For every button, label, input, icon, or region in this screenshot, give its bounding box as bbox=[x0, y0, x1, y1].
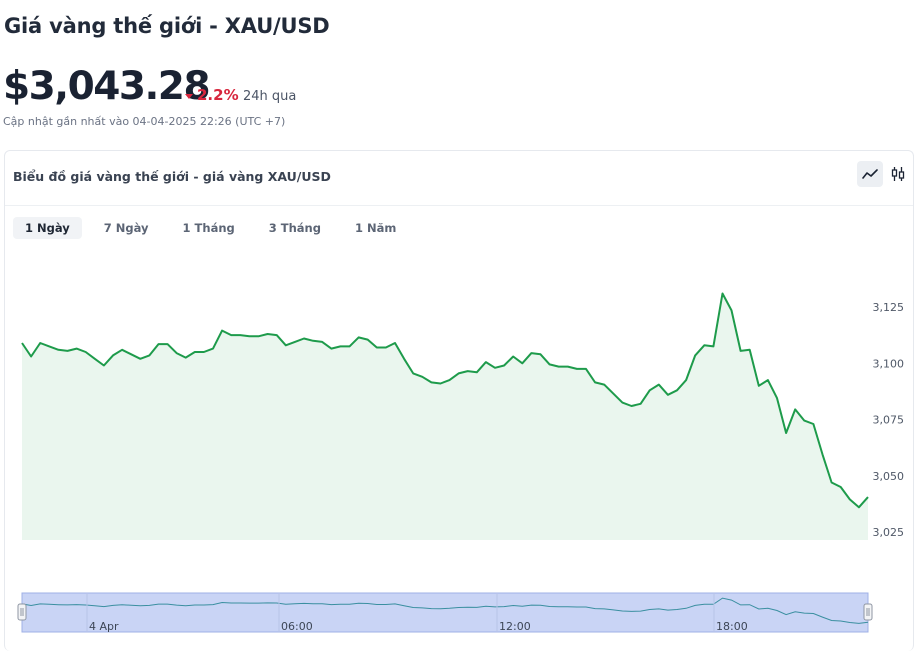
chart-card-title: Biểu đồ giá vàng thế giới - giá vàng XAU… bbox=[13, 169, 331, 184]
y-tick-label: 3,125 bbox=[873, 301, 905, 314]
tab-3-months[interactable]: 3 Tháng bbox=[268, 221, 321, 235]
page-title: Giá vàng thế giới - XAU/USD bbox=[4, 14, 330, 38]
view-toggle-group bbox=[857, 161, 911, 187]
x-tick-label: 4 Apr bbox=[89, 620, 119, 633]
price-change-value: 2.2% bbox=[197, 86, 239, 104]
x-tick-label: 06:00 bbox=[281, 620, 313, 633]
card-divider bbox=[5, 205, 913, 206]
current-price: $3,043.28 bbox=[3, 64, 211, 109]
y-tick-label: 3,050 bbox=[873, 470, 905, 483]
line-chart-icon bbox=[862, 169, 878, 179]
line-view-button[interactable] bbox=[857, 161, 883, 187]
change-period: 24h qua bbox=[243, 89, 297, 104]
y-tick-label: 3,075 bbox=[873, 414, 905, 427]
x-tick-label: 12:00 bbox=[499, 620, 531, 633]
tab-1-month[interactable]: 1 Tháng bbox=[182, 221, 235, 235]
tab-1-day[interactable]: 1 Ngày bbox=[13, 217, 82, 239]
navigator-line bbox=[21, 597, 869, 624]
navigator-right-handle[interactable] bbox=[863, 603, 873, 621]
range-tabs: 1 Ngày 7 Ngày 1 Tháng 3 Tháng 1 Năm bbox=[13, 217, 408, 239]
caret-down-icon bbox=[185, 93, 193, 99]
y-tick-label: 3,025 bbox=[873, 526, 905, 539]
price-change: 2.2% bbox=[185, 86, 239, 104]
last-updated: Cập nhật gần nhất vào 04-04-2025 22:26 (… bbox=[3, 115, 286, 128]
price-area bbox=[22, 293, 868, 540]
tab-7-days[interactable]: 7 Ngày bbox=[103, 221, 149, 235]
y-tick-label: 3,100 bbox=[873, 357, 905, 370]
price-line bbox=[21, 292, 869, 509]
x-tick-label: 18:00 bbox=[716, 620, 748, 633]
tab-1-year[interactable]: 1 Năm bbox=[354, 221, 397, 235]
candlestick-icon bbox=[891, 167, 905, 181]
chart-card: Biểu đồ giá vàng thế giới - giá vàng XAU… bbox=[4, 150, 914, 651]
navigator-left-handle[interactable] bbox=[17, 603, 27, 621]
candlestick-view-button[interactable] bbox=[885, 161, 911, 187]
